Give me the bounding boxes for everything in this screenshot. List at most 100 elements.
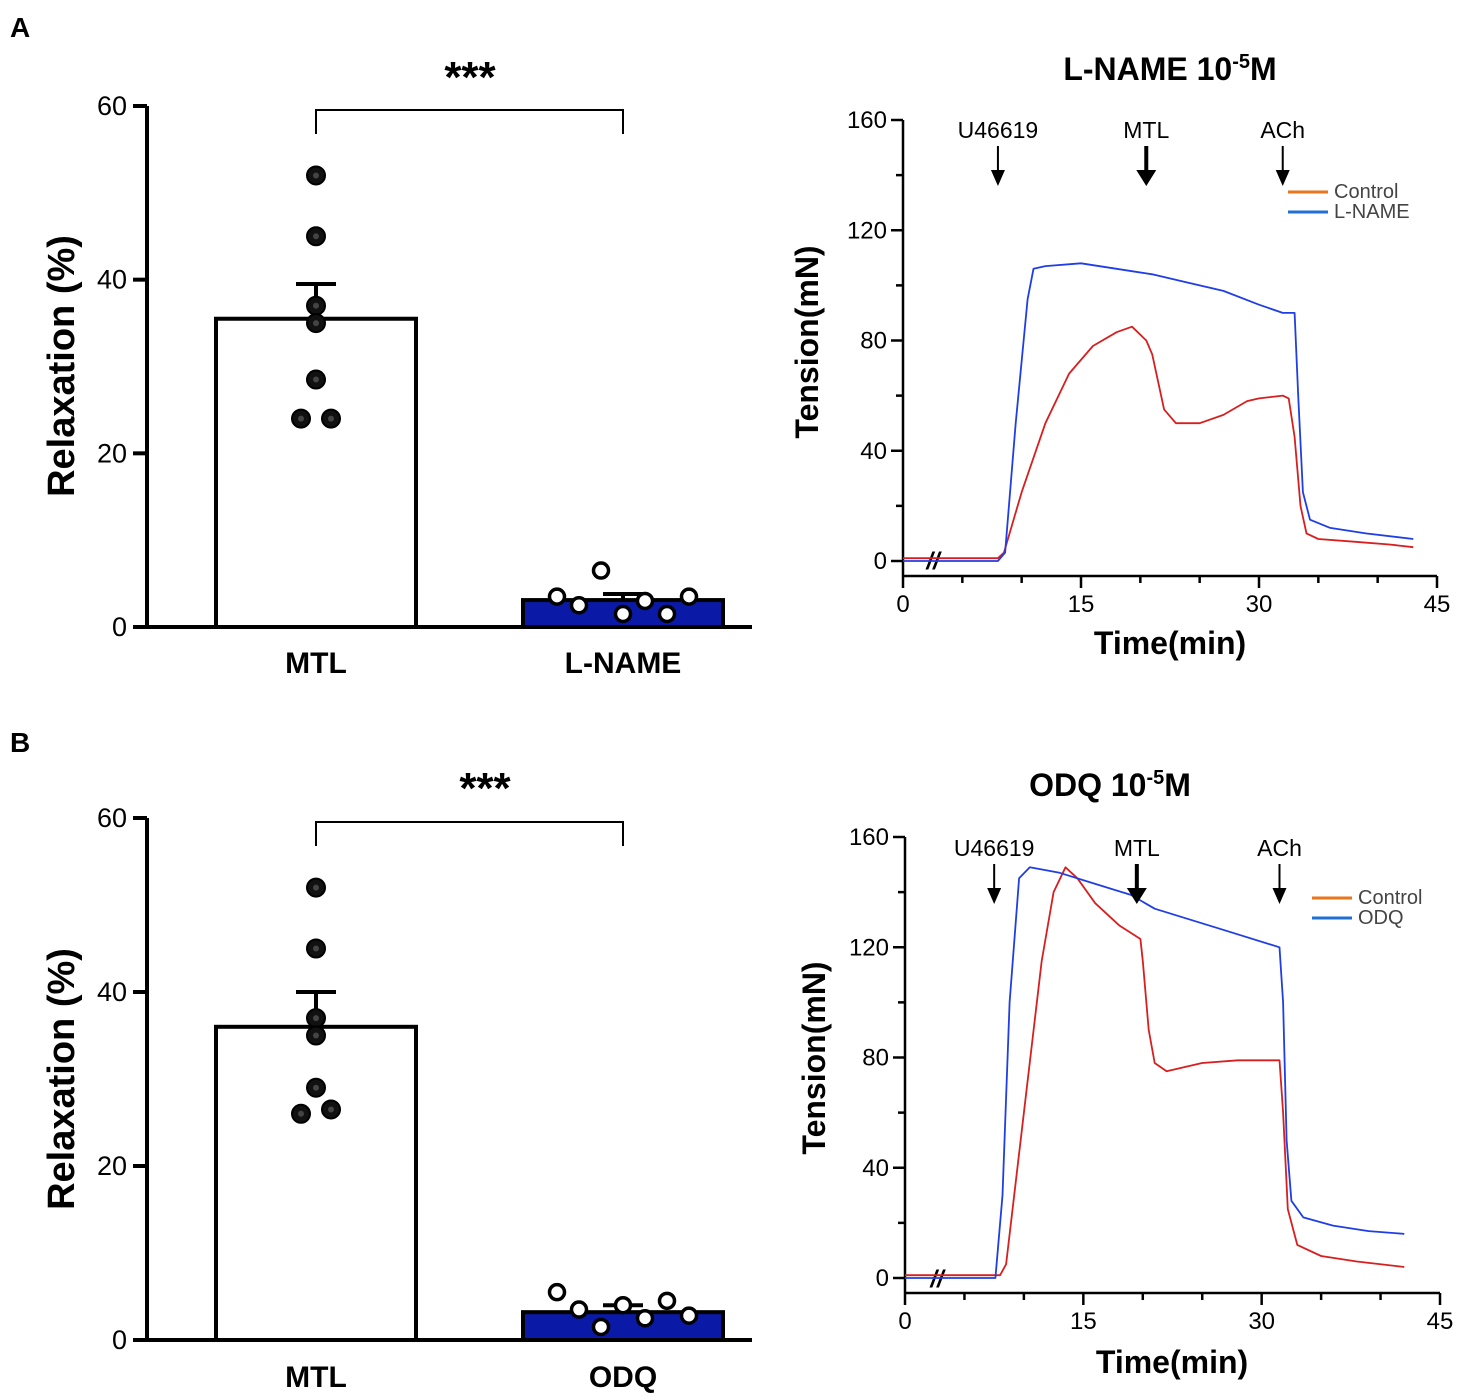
- drug-marker-label: ACh: [1257, 835, 1302, 861]
- trace-x-tick-label: 45: [1424, 591, 1451, 618]
- drug-marker-label: MTL: [1123, 117, 1169, 143]
- data-point: [591, 1317, 611, 1337]
- drug-marker-label: U46619: [954, 835, 1035, 861]
- data-point: [569, 596, 589, 615]
- data-point: [635, 1309, 655, 1328]
- axis-break-mark: //: [929, 1266, 946, 1293]
- bar-y-axis-label: Relaxation (%): [41, 235, 83, 497]
- significance-label: ***: [459, 764, 511, 813]
- data-point: [613, 604, 633, 624]
- data-point-highlight: [298, 1110, 304, 1117]
- bar: [214, 1024, 418, 1343]
- trace-y-tick-label: 40: [862, 1155, 889, 1182]
- bar: [214, 316, 418, 629]
- bar-category-label: MTL: [285, 1361, 347, 1394]
- panel-b-tension-trace: ODQ 10-5M Tension(mN) Time(min) // 0 40 80…: [796, 767, 1453, 1380]
- legend-label: ODQ: [1358, 907, 1404, 929]
- panel-b-bar-chart: Relaxation (%) *** MTL ODQ 0 20 40 60: [41, 764, 752, 1394]
- data-point-highlight: [313, 945, 319, 952]
- trace-y-tick-label: 80: [862, 1045, 889, 1072]
- trace-x-axis-label: Time(min): [1094, 625, 1246, 661]
- drug-marker-label: U46619: [958, 117, 1039, 143]
- data-point-highlight: [313, 302, 319, 309]
- trace-x-tick-label: 15: [1068, 591, 1095, 618]
- data-point-highlight: [313, 233, 319, 240]
- trace-y-tick-label: 40: [860, 438, 887, 465]
- trace-y-tick-label: 120: [847, 217, 887, 244]
- bar-y-axis-label: Relaxation (%): [41, 948, 83, 1210]
- panel-b-letter: B: [10, 727, 30, 758]
- trace-x-tick-label: 0: [898, 1308, 911, 1335]
- data-point: [547, 1282, 567, 1302]
- bar-y-tick-label: 20: [97, 1151, 127, 1181]
- trace-line-odq: [905, 866, 1405, 1279]
- panel-a-letter: A: [10, 12, 30, 43]
- bar-y-tick-label: 0: [112, 612, 127, 642]
- trace-y-tick-label: 160: [847, 107, 887, 134]
- trace-y-tick-label: 0: [876, 1265, 889, 1292]
- bar-y-tick-label: 40: [97, 977, 127, 1007]
- bar-y-tick-label: 0: [112, 1325, 127, 1355]
- panel-a-bar-chart: Relaxation (%) *** MTL L-NAME 0 20 40 60: [41, 53, 752, 680]
- trace-x-tick-label: 30: [1246, 591, 1273, 618]
- bar-y-tick-label: 40: [97, 265, 127, 295]
- bar-y-tick-label: 60: [97, 91, 127, 121]
- bar: [521, 1310, 725, 1343]
- legend-label: L-NAME: [1334, 201, 1410, 223]
- drug-marker-arrowhead: [1275, 170, 1290, 186]
- data-point-highlight: [313, 1015, 319, 1022]
- data-point: [635, 591, 655, 611]
- data-point-highlight: [313, 884, 319, 891]
- trace-line-l-name: [903, 262, 1414, 562]
- data-point-highlight: [313, 1032, 319, 1039]
- trace-y-tick-label: 160: [849, 824, 889, 851]
- trace-x-axis-label: Time(min): [1096, 1344, 1248, 1380]
- data-point: [613, 1295, 633, 1315]
- drug-marker-label: MTL: [1114, 835, 1160, 861]
- data-point: [679, 587, 699, 606]
- bar-y-tick-label: 20: [97, 438, 127, 468]
- data-point-highlight: [313, 1084, 319, 1091]
- data-point-highlight: [298, 415, 304, 422]
- data-point: [679, 1306, 699, 1325]
- drug-marker-arrowhead: [987, 888, 1002, 904]
- bar-category-label: ODQ: [589, 1361, 657, 1394]
- data-point: [657, 1291, 677, 1311]
- trace-y-tick-label: 120: [849, 934, 889, 961]
- drug-marker-label: ACh: [1260, 117, 1305, 143]
- trace-x-tick-label: 30: [1248, 1308, 1275, 1335]
- data-point-highlight: [328, 415, 334, 422]
- drug-marker-arrowhead: [1272, 888, 1287, 904]
- data-point: [657, 604, 677, 624]
- trace-title: L-NAME 10-5M: [1063, 51, 1276, 87]
- trace-title: ODQ 10-5M: [1029, 767, 1191, 803]
- trace-y-tick-label: 0: [874, 548, 887, 575]
- data-point-highlight: [328, 1106, 334, 1113]
- drug-marker-arrowhead: [1126, 888, 1147, 904]
- significance-label: ***: [444, 53, 496, 102]
- bar-y-tick-label: 60: [97, 803, 127, 833]
- significance-bracket: [315, 821, 624, 846]
- trace-y-axis-label: Tension(mN): [796, 961, 832, 1154]
- data-point: [591, 561, 611, 580]
- trace-line-control: [905, 866, 1405, 1277]
- data-point-highlight: [313, 172, 319, 179]
- legend-label: Control: [1334, 181, 1398, 203]
- data-point: [569, 1300, 589, 1319]
- bar-category-label: L-NAME: [565, 647, 682, 680]
- data-point-highlight: [313, 320, 319, 327]
- trace-line-control: [903, 325, 1414, 560]
- data-point: [547, 587, 567, 606]
- panel-a-tension-trace: L-NAME 10-5M Tension(mN) Time(min) // 04…: [789, 51, 1450, 661]
- drug-marker-arrowhead: [1136, 170, 1157, 186]
- data-point-highlight: [313, 376, 319, 383]
- significance-bracket: [315, 109, 624, 134]
- trace-x-tick-label: 0: [896, 591, 909, 618]
- legend-label: Control: [1358, 887, 1422, 909]
- trace-y-tick-label: 80: [860, 328, 887, 355]
- trace-x-tick-label: 45: [1427, 1308, 1454, 1335]
- trace-y-axis-label: Tension(mN): [789, 245, 825, 438]
- bar-category-label: MTL: [285, 647, 347, 680]
- trace-x-tick-label: 15: [1070, 1308, 1097, 1335]
